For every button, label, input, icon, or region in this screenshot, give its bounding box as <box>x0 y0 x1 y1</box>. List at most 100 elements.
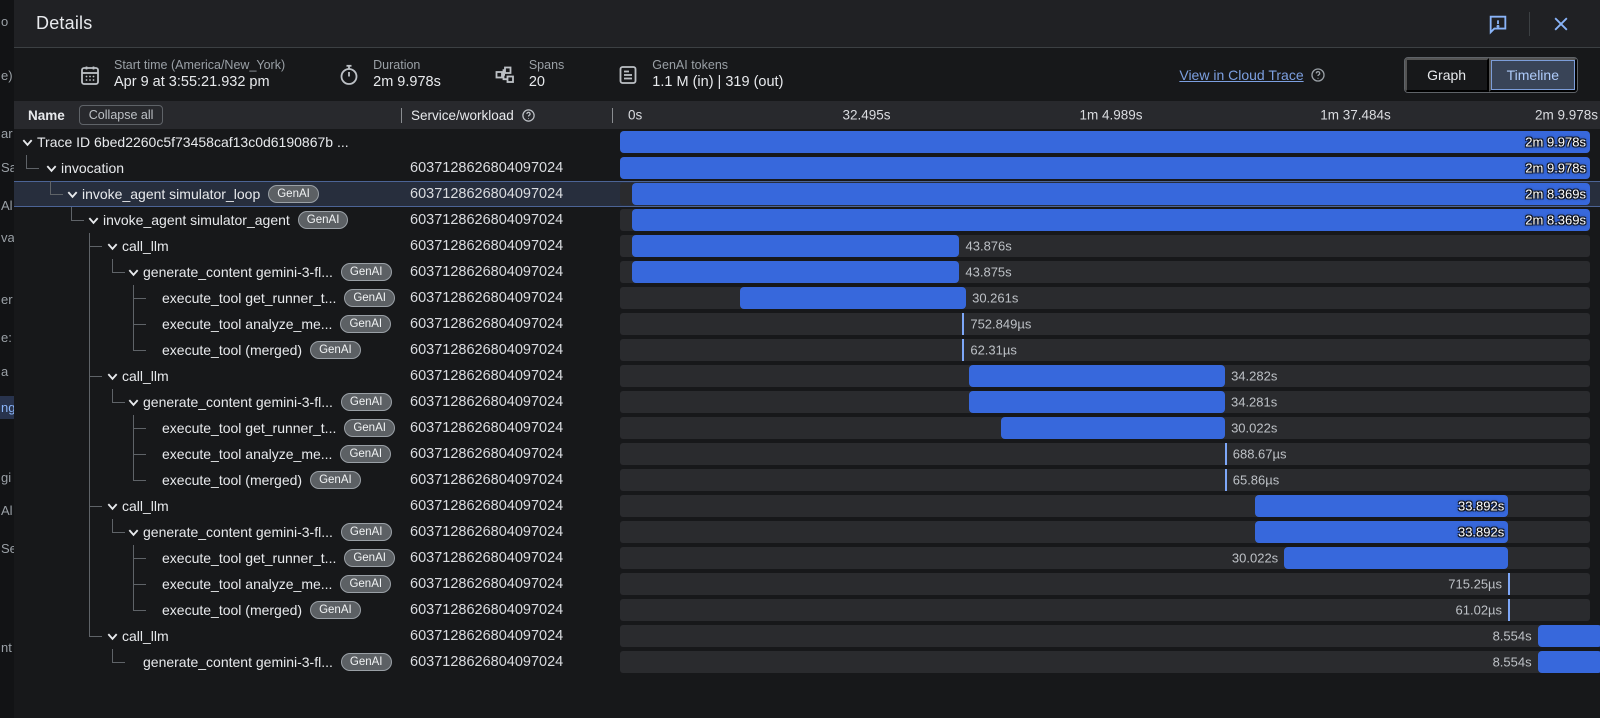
span-duration-bar[interactable] <box>632 261 960 283</box>
clipped-text-fragment: e) <box>1 68 13 83</box>
tree-connector <box>133 324 146 325</box>
tree-connector <box>89 506 102 507</box>
collapse-all-button[interactable]: Collapse all <box>78 105 164 125</box>
trace-row[interactable]: execute_tool analyze_me... GenAI 603712862… <box>14 441 1600 467</box>
span-duration-bar[interactable] <box>632 209 1590 231</box>
graph-tab[interactable]: Graph <box>1404 57 1489 92</box>
span-name-cell: call_llm <box>14 363 410 389</box>
trace-row[interactable]: invoke_agent simulator_loop GenAI 60371286… <box>14 181 1600 207</box>
timeline-cell: 61.02µs <box>620 597 1600 623</box>
feedback-icon[interactable] <box>1481 7 1515 41</box>
help-icon[interactable] <box>521 108 536 123</box>
span-duration-bar[interactable] <box>969 365 1226 387</box>
span-duration-bar[interactable] <box>962 339 965 361</box>
chevron-down-icon[interactable] <box>126 525 140 539</box>
chevron-down-icon[interactable] <box>65 187 79 201</box>
chevron-down-icon[interactable] <box>126 265 140 279</box>
span-duration-bar[interactable] <box>1255 495 1509 517</box>
span-duration-bar[interactable] <box>1224 469 1227 491</box>
chevron-down-icon[interactable] <box>105 239 119 253</box>
genai-badge: GenAI <box>344 549 395 567</box>
clipped-text-fragment: er <box>1 292 13 307</box>
span-duration-bar[interactable] <box>620 157 1590 179</box>
genai-badge: GenAI <box>344 419 395 437</box>
span-duration-bar[interactable] <box>632 235 960 257</box>
timeline-cell: 33.892s <box>620 493 1600 519</box>
trace-row[interactable]: generate_content gemini-3-fl... GenAI 6037… <box>14 649 1600 675</box>
genai-tokens-info: GenAI tokens 1.1 M (in) | 319 (out) <box>616 58 783 91</box>
span-duration-bar[interactable] <box>1537 651 1600 673</box>
span-name-cell: generate_content gemini-3-fl... GenAI <box>14 389 410 415</box>
chevron-down-icon[interactable] <box>20 135 34 149</box>
service-workload-id: 6037128626804097024 <box>410 472 564 488</box>
span-duration-bar[interactable] <box>1537 625 1600 647</box>
tree-connector <box>112 649 113 662</box>
trace-row[interactable]: execute_tool get_runner_t... GenAI 6037128… <box>14 545 1600 571</box>
trace-row[interactable]: execute_tool (merged) GenAI 60371286268040… <box>14 467 1600 493</box>
trace-row[interactable]: execute_tool get_runner_t... GenAI 6037128… <box>14 285 1600 311</box>
span-duration-bar[interactable] <box>962 313 965 335</box>
chevron-down-icon[interactable] <box>44 161 58 175</box>
trace-row[interactable]: execute_tool get_runner_t... GenAI 6037128… <box>14 415 1600 441</box>
timeline-track: 8.554s <box>620 651 1600 673</box>
span-duration-bar[interactable] <box>632 183 1590 205</box>
span-name-cell: execute_tool analyze_me... GenAI <box>14 571 410 597</box>
trace-row[interactable]: invocation 6037128626804097024 2m 9.978s <box>14 155 1600 181</box>
span-duration-bar[interactable] <box>740 287 967 309</box>
span-name: execute_tool analyze_me... <box>162 576 333 592</box>
span-duration-bar[interactable] <box>1255 521 1509 543</box>
trace-row[interactable]: execute_tool analyze_me... GenAI 603712862… <box>14 571 1600 597</box>
help-icon[interactable] <box>1310 67 1326 83</box>
tree-connector <box>89 259 90 285</box>
timeline-tab[interactable]: Timeline <box>1488 57 1577 92</box>
span-duration-bar[interactable] <box>1508 573 1511 595</box>
trace-row[interactable]: execute_tool (merged) GenAI 60371286268040… <box>14 337 1600 363</box>
span-duration-bar[interactable] <box>620 131 1590 153</box>
timeline-cell: 2m 9.978s <box>620 129 1600 155</box>
span-duration-bar[interactable] <box>1284 547 1509 569</box>
duration-value: 2m 9.978s <box>373 74 441 90</box>
axis-tick: 32.495s <box>842 107 891 123</box>
panel-title: Details <box>36 13 93 33</box>
service-workload-id: 6037128626804097024 <box>410 290 564 306</box>
span-duration-bar[interactable] <box>1508 599 1511 621</box>
trace-row[interactable]: execute_tool (merged) GenAI 60371286268040… <box>14 597 1600 623</box>
span-name: execute_tool (merged) <box>162 342 303 358</box>
service-workload-id: 6037128626804097024 <box>410 264 564 280</box>
service-column-header: Service/workload <box>411 107 514 123</box>
trace-row[interactable]: call_llm 6037128626804097024 8.554s <box>14 623 1600 649</box>
span-name: invoke_agent simulator_agent <box>103 212 290 228</box>
span-name: execute_tool analyze_me... <box>162 446 333 462</box>
trace-row[interactable]: invoke_agent simulator_agent GenAI 6037128… <box>14 207 1600 233</box>
span-duration-bar[interactable] <box>1001 417 1226 439</box>
trace-row[interactable]: call_llm 6037128626804097024 34.282s <box>14 363 1600 389</box>
span-name: call_llm <box>122 238 169 254</box>
tree-connector <box>89 415 90 441</box>
chevron-down-icon[interactable] <box>86 213 100 227</box>
genai-badge: GenAI <box>340 393 392 411</box>
trace-row[interactable]: generate_content gemini-3-fl... GenAI 6037… <box>14 519 1600 545</box>
trace-row[interactable]: call_llm 6037128626804097024 33.892s <box>14 493 1600 519</box>
chevron-down-icon[interactable] <box>105 629 119 643</box>
span-name-cell: invocation <box>14 155 410 181</box>
trace-row[interactable]: execute_tool analyze_me... GenAI 603712862… <box>14 311 1600 337</box>
trace-row[interactable]: Trace ID 6bed2260c5f73458caf13c0d6190867… <box>14 129 1600 155</box>
trace-row[interactable]: call_llm 6037128626804097024 43.876s <box>14 233 1600 259</box>
chevron-down-icon[interactable] <box>105 369 119 383</box>
span-duration-bar[interactable] <box>969 391 1225 413</box>
genai-badge: GenAI <box>344 289 395 307</box>
clipped-text-fragment: ng <box>0 396 14 419</box>
chevron-down-icon[interactable] <box>105 499 119 513</box>
span-duration-bar[interactable] <box>1224 443 1227 465</box>
axis-tick: 1m 37.484s <box>1320 107 1391 123</box>
close-icon[interactable] <box>1544 7 1578 41</box>
tree-connector <box>133 454 146 455</box>
trace-row[interactable]: generate_content gemini-3-fl... GenAI 6037… <box>14 259 1600 285</box>
trace-row[interactable]: generate_content gemini-3-fl... GenAI 6037… <box>14 389 1600 415</box>
tree-connector <box>89 636 102 637</box>
timeline-track: 30.261s <box>620 287 1590 309</box>
chevron-down-icon[interactable] <box>126 395 140 409</box>
service-workload-id: 6037128626804097024 <box>410 160 564 176</box>
view-in-cloud-trace-link[interactable]: View in Cloud Trace <box>1179 66 1304 83</box>
